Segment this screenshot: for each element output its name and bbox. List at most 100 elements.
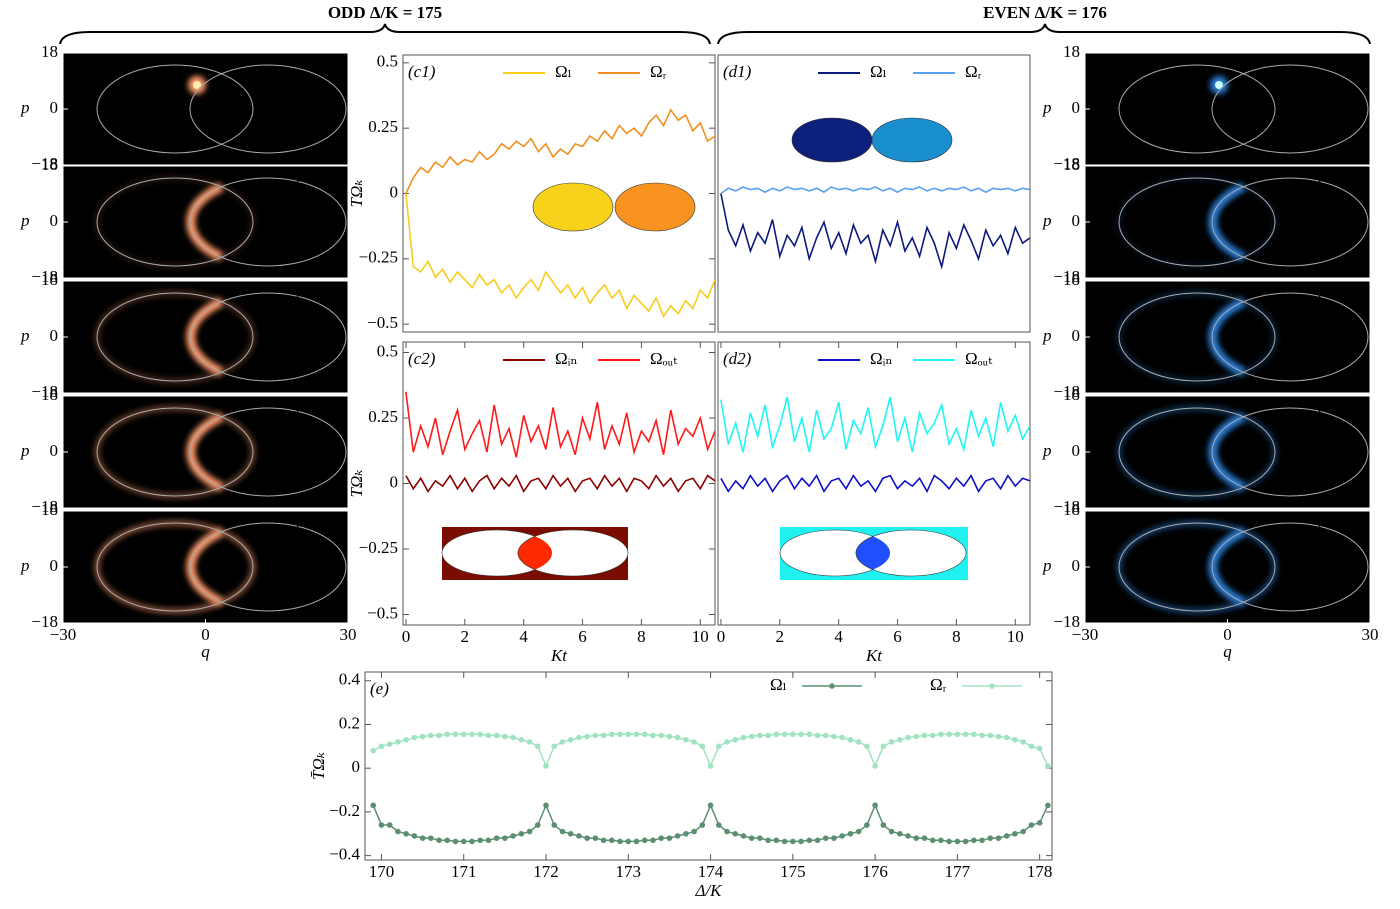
legend-marker [989,683,995,689]
orbit [189,407,347,497]
point [781,731,788,738]
x-tick-label: 171 [451,862,477,881]
y-tick-label: −0.4 [329,845,360,864]
point [790,838,796,845]
point [534,743,541,750]
legend-label: Ωᵢₙ [870,349,893,368]
point [485,837,492,844]
glow [186,527,224,607]
phase-image [1084,52,1371,166]
orbit [1211,64,1369,154]
point [658,835,664,841]
x-tick-label: 8 [952,627,961,646]
p-tick-label: 18 [41,42,58,61]
point [699,743,706,750]
x-tick-label: 2 [776,627,785,646]
x-tick-label: 175 [780,862,806,881]
q-tick-label: 0 [201,625,210,644]
p-label: p [20,326,30,345]
legend-label: Ωₗ [555,62,572,81]
point [485,732,492,739]
point [831,835,837,841]
point [666,835,673,841]
point [419,733,426,740]
inset-d2 [779,527,968,580]
point [806,837,813,844]
series-line [405,108,715,194]
point [518,736,525,743]
point [715,743,722,750]
q-tick-label: −30 [50,625,77,644]
orbit [96,407,254,497]
brace [717,23,1371,45]
point [469,731,475,738]
series-line [720,474,1030,494]
point [691,739,697,745]
glow [1208,412,1246,492]
point [378,743,385,750]
p-tick-label: 0 [1072,441,1081,460]
x-axis-label: Kt [865,646,883,665]
point [1003,833,1010,839]
point [921,732,928,739]
point [995,733,1002,740]
point [386,741,393,747]
point [822,835,829,841]
point [403,830,409,837]
q-label: q [201,642,210,661]
legend-label: Ωᵢₙ [555,349,578,368]
point [987,732,994,739]
x-tick-label: 0 [402,627,411,646]
p-tick-label: 0 [1072,326,1081,345]
p-tick-label: 18 [41,500,58,519]
y-tick-label: −0.5 [367,603,398,622]
panel-label: (e) [370,679,389,698]
point [938,731,944,738]
panel-label: (a1) [67,56,96,75]
y-tick-label: −0.5 [367,313,398,332]
phase-image [62,280,349,394]
x-tick-label: 6 [893,627,902,646]
y-tick-label: 0 [390,472,399,491]
point [641,731,648,738]
point [559,739,566,745]
point [534,822,541,828]
x-tick-label: 2 [461,627,470,646]
point [740,734,747,741]
p-tick-label: 0 [1072,98,1081,117]
y-tick-label: 0 [352,757,361,776]
legend-label: Ωₒᵤₜ [650,349,678,368]
glow [1215,81,1223,89]
point [428,835,434,841]
x-tick-label: 172 [533,862,559,881]
point [370,802,377,809]
p-tick-label: 0 [50,441,59,460]
y-tick-label: −0.25 [359,248,398,267]
point [543,802,549,809]
glow [1208,527,1246,607]
orbit [1211,292,1369,382]
orbit [96,177,254,267]
p-label: p [1042,441,1052,460]
time-label: t = 2.0 [1318,514,1364,533]
point [510,734,516,741]
p-tick-label: 0 [50,98,59,117]
point [584,733,590,740]
p-label: p [1042,556,1052,575]
point [658,732,664,739]
point [806,731,813,738]
point [954,838,961,845]
p-tick-label: −18 [1053,382,1080,401]
point [888,739,895,745]
panel-label: (d1) [723,62,752,81]
panel-label: (d2) [723,349,752,368]
y-tick-label: 0.5 [377,341,398,360]
point [855,828,862,835]
point [831,733,837,740]
inset-c2 [441,527,629,580]
point [1012,736,1018,743]
point [452,838,459,845]
point [510,833,516,839]
orbit [96,292,254,382]
point [386,822,393,828]
